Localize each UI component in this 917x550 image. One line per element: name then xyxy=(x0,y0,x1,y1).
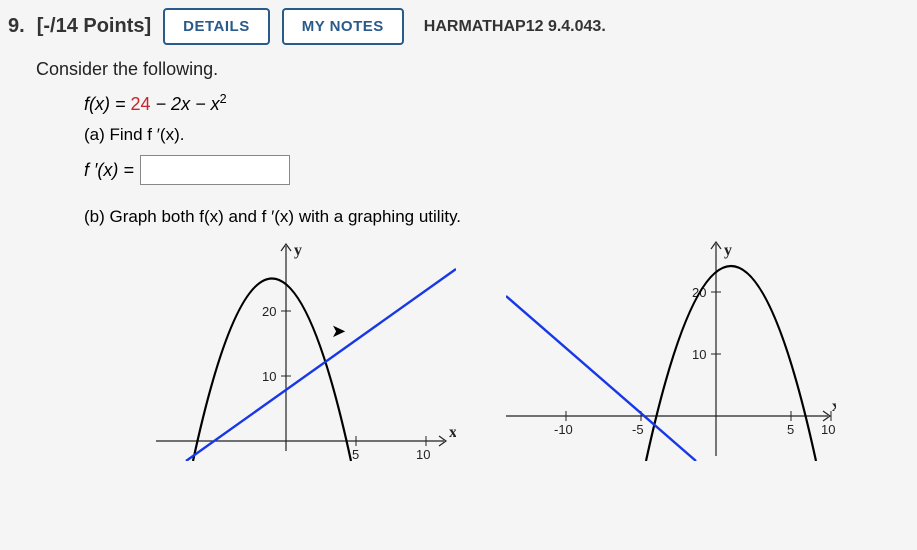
details-button[interactable]: DETAILS xyxy=(163,8,270,45)
graphs-row: 10 20 5 10 y x xyxy=(156,241,897,461)
my-notes-button[interactable]: MY NOTES xyxy=(282,8,404,45)
g2-xtick-5: 5 xyxy=(787,422,794,437)
derivative-input[interactable] xyxy=(140,155,290,185)
question-page: 9. [-/14 Points] DETAILS MY NOTES HARMAT… xyxy=(0,0,917,550)
prompt-text: Consider the following. xyxy=(36,59,897,80)
answer-lhs: f ′(x) = xyxy=(84,160,134,181)
points-label: [-/14 Points] xyxy=(37,15,151,38)
part-b-label: (b) Graph both f(x) and f ′(x) with a gr… xyxy=(84,207,897,227)
g2-x-title: x xyxy=(832,398,836,415)
function-rest2: − xyxy=(190,94,211,114)
g2-xtick-n5: -5 xyxy=(632,422,644,437)
svg-text:y: y xyxy=(294,242,302,259)
function-var2: x xyxy=(211,94,220,114)
answer-row: f ′(x) = xyxy=(84,155,897,185)
svg-text:x: x xyxy=(449,424,456,441)
svg-text:10: 10 xyxy=(262,369,276,384)
function-definition: f(x) = 24 − 2x − x2 xyxy=(84,92,897,115)
svg-text:5: 5 xyxy=(352,447,359,461)
source-reference: HARMATHAP12 9.4.043. xyxy=(424,18,606,36)
part-a-label: (a) Find f ′(x). xyxy=(84,125,897,145)
g2-ytick-10: 10 xyxy=(692,347,706,362)
question-number: 9. xyxy=(8,15,25,38)
svg-text:20: 20 xyxy=(262,304,276,319)
question-header: 9. [-/14 Points] DETAILS MY NOTES HARMAT… xyxy=(8,8,897,45)
function-var1: x xyxy=(181,94,190,114)
g2-xtick-10: 10 xyxy=(821,422,835,437)
function-coeff: 24 xyxy=(131,94,151,114)
function-lhs: f(x) = xyxy=(84,94,131,114)
g2-xtick-n10: -10 xyxy=(554,422,573,437)
function-rest1: − 2 xyxy=(151,94,182,114)
svg-text:10: 10 xyxy=(416,447,430,461)
graph-option-2[interactable]: 10 20 -10 -5 5 10 y x xyxy=(506,241,836,461)
g2-y-title: y xyxy=(724,242,732,259)
question-content: Consider the following. f(x) = 24 − 2x −… xyxy=(8,59,897,461)
graph-option-1[interactable]: 10 20 5 10 y x xyxy=(156,241,456,461)
function-exp: 2 xyxy=(220,92,227,106)
